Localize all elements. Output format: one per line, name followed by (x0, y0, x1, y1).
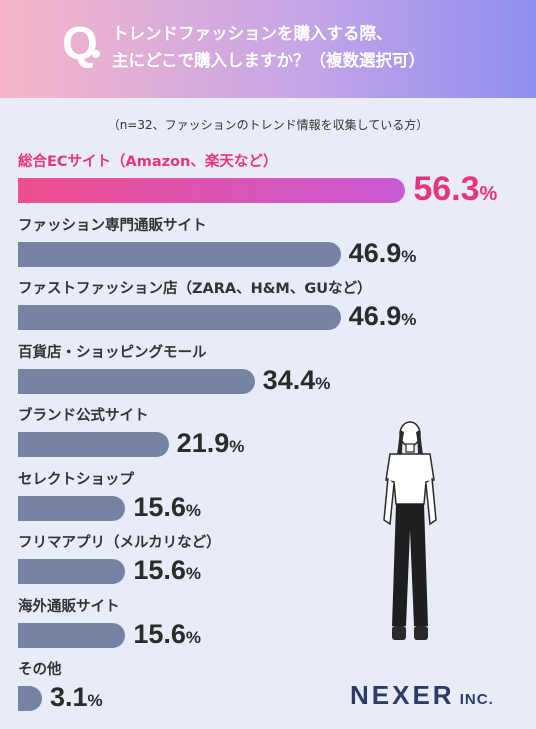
category-label: 海外通販サイト (18, 598, 120, 615)
value-number: 15.6 (133, 618, 186, 649)
bar (18, 622, 126, 648)
value-number: 15.6 (133, 555, 186, 585)
value-number: 3.1 (50, 682, 88, 712)
category-label: ブランド公式サイト (18, 408, 149, 424)
value-unit: % (229, 437, 245, 456)
question-title-line-1: トレンドファッションを購入する際、 (112, 24, 393, 43)
woman-silhouette-icon (383, 421, 437, 640)
value-label: 34.4% (262, 364, 331, 395)
question-title: トレンドファッションを購入する際、 主にどこで購入しますか？（複数選択可） (112, 20, 522, 74)
logo-sub: INC. (454, 691, 494, 708)
bar (18, 495, 126, 521)
category-label: 総合ECサイト（Amazon、楽天など） (18, 154, 278, 170)
value-unit: % (87, 691, 103, 710)
bar (18, 432, 169, 457)
category-label: 百貨店・ショッピングモール (18, 344, 207, 361)
bar (18, 559, 126, 584)
bar (18, 178, 406, 203)
value-label: 21.9% (177, 430, 245, 457)
value-unit: % (185, 500, 201, 520)
category-label: フリマアプリ（メルカリなど） (18, 535, 221, 551)
value-number: 46.9 (348, 237, 402, 268)
bar (18, 686, 42, 711)
q-dot-icon (92, 50, 100, 58)
bar (18, 368, 255, 394)
value-unit: % (479, 183, 498, 205)
logo-main: NEXER (350, 680, 455, 710)
value-label: 3.1% (50, 684, 103, 711)
value-label: 46.9% (349, 303, 417, 330)
bar (18, 305, 341, 330)
category-label: ファッション専門通販サイト (18, 217, 207, 234)
value-label: 56.3% (413, 172, 497, 206)
q-mark: Q (62, 17, 98, 69)
bar (18, 241, 341, 267)
value-unit: % (185, 564, 201, 583)
value-number: 46.9 (348, 301, 402, 331)
category-label: ファストファッション店（ZARA、H&M、GUなど） (18, 281, 372, 297)
value-number: 34.4 (262, 364, 316, 395)
nexer-logo: NEXER INC. (350, 680, 494, 711)
value-label: 15.6% (133, 557, 201, 584)
value-number: 56.3 (413, 170, 480, 208)
value-unit: % (315, 373, 331, 393)
value-number: 15.6 (133, 491, 186, 522)
value-unit: % (185, 627, 201, 647)
value-number: 21.9 (176, 428, 230, 458)
value-label: 46.9% (348, 237, 417, 268)
sample-note: （n=32、ファッションのトレンド情報を収集している方） (107, 118, 429, 132)
value-label: 15.6% (133, 618, 201, 649)
header-banner: Q トレンドファッションを購入する際、 主にどこで購入しますか？（複数選択可） (0, 0, 536, 98)
question-title-line-2: 主にどこで購入しますか？（複数選択可） (112, 51, 426, 70)
value-label: 15.6% (133, 491, 201, 522)
category-label: その他 (18, 662, 62, 678)
category-label: セレクトショップ (18, 471, 134, 488)
value-unit: % (401, 310, 417, 329)
value-unit: % (401, 246, 417, 266)
